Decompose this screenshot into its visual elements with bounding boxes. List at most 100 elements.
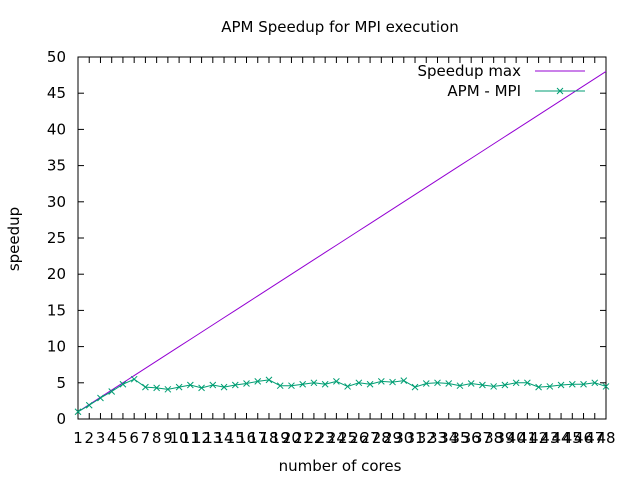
x-tick-label: 7	[141, 429, 151, 447]
x-tick-label: 36	[462, 429, 481, 447]
x-tick-label: 38	[484, 429, 503, 447]
x-tick-label: 46	[574, 429, 593, 447]
data-point	[479, 381, 486, 389]
data-point	[254, 377, 262, 385]
data-point	[276, 382, 284, 390]
data-point	[557, 381, 565, 389]
legend-marker	[556, 87, 564, 95]
x-tick-label: 12	[192, 429, 211, 447]
x-tick-label: 1	[73, 429, 83, 447]
data-point	[434, 379, 441, 387]
x-tick-label: 31	[405, 429, 424, 447]
x-tick-label: 29	[383, 429, 402, 447]
data-point	[243, 380, 250, 387]
y-tick-label: 0	[56, 410, 66, 428]
x-tick-label: 13	[203, 429, 222, 447]
data-point	[164, 385, 172, 393]
data-point	[153, 384, 160, 392]
data-point	[130, 375, 138, 383]
y-tick-label: 15	[47, 301, 66, 319]
x-tick-label: 9	[163, 429, 173, 447]
data-point	[209, 381, 217, 389]
data-point	[411, 383, 419, 391]
x-tick-label: 21	[293, 429, 312, 447]
data-point	[377, 377, 385, 385]
data-point	[310, 379, 318, 387]
data-point	[142, 383, 149, 391]
data-point	[186, 381, 194, 389]
data-point	[512, 379, 520, 387]
x-tick-label: 34	[439, 429, 458, 447]
x-tick-label: 40	[507, 429, 526, 447]
x-tick-label: 47	[585, 429, 604, 447]
x-tick-label: 26	[349, 429, 368, 447]
y-tick-label: 35	[47, 157, 66, 175]
data-point	[467, 380, 475, 387]
x-tick-label: 3	[96, 429, 106, 447]
x-tick-label: 43	[540, 429, 559, 447]
x-tick-label: 39	[495, 429, 514, 447]
data-point	[568, 380, 576, 388]
x-tick-label: 4	[107, 429, 117, 447]
data-point	[220, 383, 228, 391]
x-tick-label: 5	[118, 429, 128, 447]
x-axis-label: number of cores	[279, 457, 402, 475]
data-point	[231, 381, 239, 389]
data-point	[501, 381, 509, 389]
x-tick-label: 25	[338, 429, 357, 447]
data-point	[344, 383, 351, 390]
data-point	[591, 379, 599, 387]
y-tick-label: 25	[47, 229, 66, 247]
legend: Speedup max APM - MPI	[418, 62, 585, 100]
x-tick-label: 24	[327, 429, 346, 447]
x-tick-label: 18	[259, 429, 278, 447]
data-point	[456, 382, 464, 390]
chart-title: APM Speedup for MPI execution	[221, 18, 459, 36]
x-tick-label: 16	[237, 429, 256, 447]
data-point	[74, 408, 82, 416]
x-tick-label: 14	[214, 429, 233, 447]
y-tick-label: 30	[47, 193, 66, 211]
data-point	[321, 380, 329, 388]
data-point	[400, 377, 408, 384]
y-tick-label: 5	[56, 374, 66, 392]
series-speedup-max	[77, 71, 607, 413]
x-tick-label: 10	[170, 429, 189, 447]
data-point	[535, 383, 542, 391]
x-tick-label: 2	[84, 429, 94, 447]
x-tick-label: 22	[304, 429, 323, 447]
data-point	[422, 380, 430, 387]
y-tick-label: 20	[47, 265, 66, 283]
x-tick-label: 35	[450, 429, 469, 447]
data-point	[175, 383, 183, 391]
x-tick-label: 45	[563, 429, 582, 447]
data-point	[524, 379, 531, 387]
data-point	[299, 380, 307, 388]
y-axis-label: speedup	[5, 207, 23, 271]
data-point	[198, 384, 205, 392]
data-point	[108, 388, 116, 395]
data-point	[265, 376, 273, 384]
x-tick-label: 6	[129, 429, 139, 447]
legend-label: APM - MPI	[447, 82, 521, 100]
x-tick-label: 11	[181, 429, 200, 447]
data-point	[602, 383, 610, 390]
y-tick-label: 10	[47, 338, 66, 356]
x-tick-label: 20	[282, 429, 301, 447]
y-tick-label: 50	[47, 48, 66, 66]
x-tick-label: 42	[529, 429, 548, 447]
data-point	[355, 379, 363, 387]
data-point	[389, 378, 396, 386]
data-point	[85, 401, 93, 409]
data-point	[445, 380, 453, 387]
x-tick-label: 30	[394, 429, 413, 447]
x-tick-label: 8	[152, 429, 162, 447]
x-tick-label: 27	[361, 429, 380, 447]
x-tick-label: 44	[552, 429, 571, 447]
legend-label: Speedup max	[418, 62, 522, 80]
x-tick-label: 28	[372, 429, 391, 447]
x-tick-label: 17	[248, 429, 267, 447]
x-tick-label: 19	[271, 429, 290, 447]
data-point	[366, 380, 374, 388]
